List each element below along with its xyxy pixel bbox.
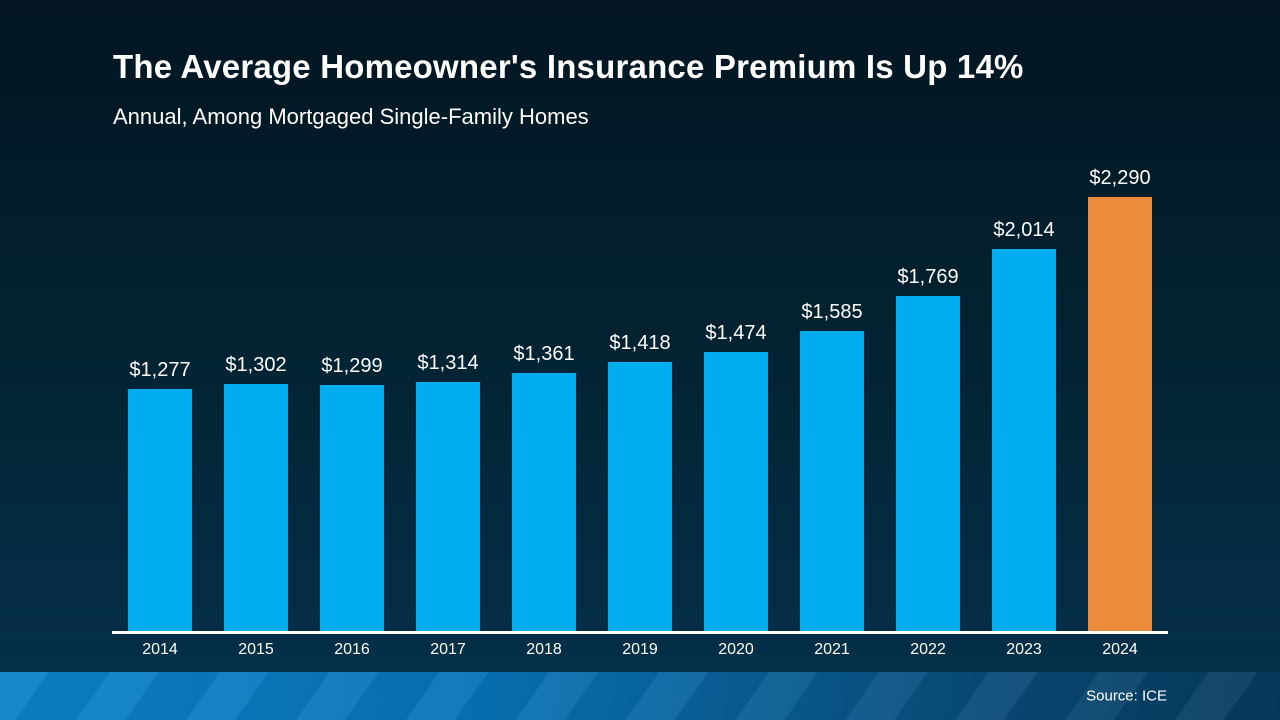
x-axis-line bbox=[112, 631, 1168, 634]
x-tick-label-2019: 2019 bbox=[622, 641, 658, 658]
bar-2017 bbox=[416, 382, 480, 631]
bar-2015 bbox=[224, 384, 288, 631]
bar-value-label: $1,585 bbox=[801, 301, 863, 323]
footer-band: Source: ICE bbox=[0, 672, 1280, 720]
bar-column-2019: $1,418 bbox=[592, 150, 688, 631]
bar-value-label: $2,014 bbox=[993, 219, 1055, 241]
bar-value-label: $1,418 bbox=[609, 332, 671, 354]
bar-column-2017: $1,314 bbox=[400, 150, 496, 631]
x-tick-label-2014: 2014 bbox=[142, 641, 178, 658]
x-tick-label-2015: 2015 bbox=[238, 641, 274, 658]
x-tick-label-2021: 2021 bbox=[814, 641, 850, 658]
bar-value-label: $1,474 bbox=[705, 322, 767, 344]
chart-subtitle: Annual, Among Mortgaged Single-Family Ho… bbox=[113, 104, 589, 129]
bar-column-2014: $1,277 bbox=[112, 150, 208, 631]
x-tick-label-2022: 2022 bbox=[910, 641, 946, 658]
bar-2022 bbox=[896, 296, 960, 631]
x-tick-label-2017: 2017 bbox=[430, 641, 466, 658]
bar-2019 bbox=[608, 362, 672, 631]
bar-value-label: $1,299 bbox=[321, 355, 383, 377]
source-credit: Source: ICE bbox=[1086, 687, 1167, 705]
x-tick-label-2016: 2016 bbox=[334, 641, 370, 658]
bar-2020 bbox=[704, 352, 768, 631]
x-tick-label-2018: 2018 bbox=[526, 641, 562, 658]
x-tick-label-2020: 2020 bbox=[718, 641, 754, 658]
bar-column-2018: $1,361 bbox=[496, 150, 592, 631]
bar-value-label: $2,290 bbox=[1089, 167, 1151, 189]
bar-value-label: $1,314 bbox=[417, 352, 479, 374]
bar-column-2021: $1,585 bbox=[784, 150, 880, 631]
bar-2023 bbox=[992, 249, 1056, 631]
bar-column-2024: $2,290 bbox=[1072, 150, 1168, 631]
bar-2021 bbox=[800, 331, 864, 631]
bar-column-2022: $1,769 bbox=[880, 150, 976, 631]
chart-title: The Average Homeowner's Insurance Premiu… bbox=[113, 48, 1024, 85]
bar-column-2023: $2,014 bbox=[976, 150, 1072, 631]
x-axis-labels: 2014 2015 2016 2017 2018 2019 2020 2021 2022 2023… bbox=[112, 634, 1168, 659]
bar-column-2016: $1,299 bbox=[304, 150, 400, 631]
bar-2016 bbox=[320, 385, 384, 631]
bar-2018 bbox=[512, 373, 576, 631]
bar-value-label: $1,302 bbox=[225, 354, 287, 376]
bar-2024 bbox=[1088, 197, 1152, 631]
bar-column-2015: $1,302 bbox=[208, 150, 304, 631]
bar-value-label: $1,277 bbox=[129, 359, 191, 381]
x-tick-label-2024: 2024 bbox=[1102, 641, 1138, 658]
chart-header: The Average Homeowner's Insurance Premiu… bbox=[113, 48, 1024, 129]
bars-area: $1,277 $1,302 $1,299 $1,314 $1,361 $1,418 $1,4… bbox=[112, 150, 1168, 631]
bar-value-label: $1,361 bbox=[513, 343, 575, 365]
bar-chart: $1,277 $1,302 $1,299 $1,314 $1,361 $1,418 $1,4… bbox=[112, 150, 1168, 659]
bar-2014 bbox=[128, 389, 192, 631]
x-tick-label-2023: 2023 bbox=[1006, 641, 1042, 658]
bar-value-label: $1,769 bbox=[897, 266, 959, 288]
bar-column-2020: $1,474 bbox=[688, 150, 784, 631]
